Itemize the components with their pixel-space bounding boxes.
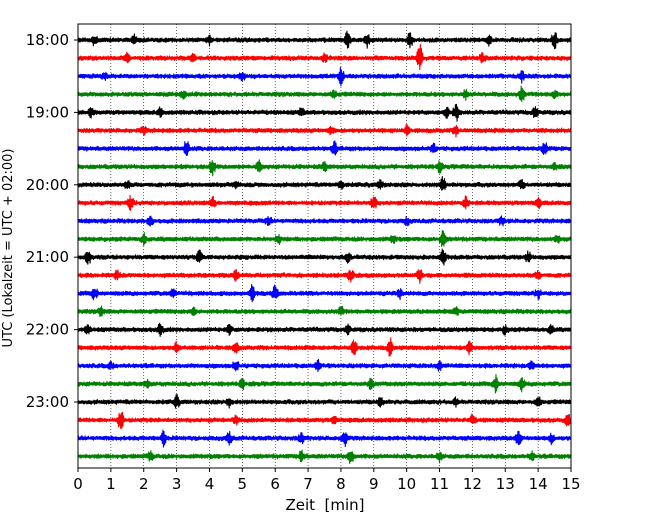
x-tick-label: 1: [106, 475, 116, 493]
x-tick-label: 12: [463, 475, 482, 493]
trace-line: [77, 215, 572, 227]
trace-line: [77, 175, 572, 191]
trace-line: [77, 449, 572, 465]
trace-line: [77, 85, 572, 102]
x-axis-label: Zeit [min]: [285, 496, 364, 514]
trace-line: [77, 66, 572, 87]
trace-line: [77, 248, 572, 266]
x-tick-label: 8: [336, 475, 346, 493]
x-tick-label: 13: [496, 475, 515, 493]
x-tick-label: 5: [238, 475, 248, 493]
x-tick-label: 0: [73, 475, 83, 493]
trace-line: [77, 103, 572, 122]
trace-line: [77, 322, 572, 337]
trace-line: [77, 393, 572, 409]
x-tick-label: 15: [561, 475, 580, 493]
trace-line: [77, 194, 572, 211]
trace-line: [77, 44, 572, 71]
trace-line: [77, 411, 572, 430]
trace-layer: [77, 30, 572, 465]
trace-line: [77, 140, 572, 156]
x-tick-label: 14: [529, 475, 548, 493]
y-axis-label: UTC (Lokalzeit = UTC + 02:00): [1, 149, 16, 348]
trace-line: [77, 283, 572, 303]
y-tick-label: 21:00: [26, 248, 69, 266]
trace-line: [77, 305, 572, 317]
x-tick-label: 11: [430, 475, 449, 493]
trace-line: [77, 358, 572, 373]
grid-layer: [110, 24, 539, 468]
y-tick-label: 19:00: [26, 103, 69, 121]
trace-line: [77, 124, 572, 138]
trace-line: [77, 373, 572, 394]
trace-line: [77, 30, 572, 50]
y-tick-label: 22:00: [26, 321, 69, 339]
trace-line: [77, 429, 572, 448]
x-tick-label: 7: [303, 475, 313, 493]
x-tick-label: 9: [369, 475, 379, 493]
x-axis: 0 1 2 3 4 5 6 7 8 9 10 11 12 13 14 15: [73, 468, 581, 493]
trace-line: [77, 269, 572, 284]
trace-line: [77, 159, 572, 177]
trace-line: [77, 230, 572, 248]
trace-line: [77, 337, 572, 357]
x-tick-label: 10: [397, 475, 416, 493]
x-tick-label: 2: [139, 475, 149, 493]
y-tick-label: 18:00: [26, 31, 69, 49]
x-tick-label: 6: [270, 475, 280, 493]
y-axis: 18:00 19:00 20:00 21:00 22:00 23:00: [26, 31, 78, 411]
plot-frame: [77, 23, 572, 469]
y-tick-label: 23:00: [26, 393, 69, 411]
y-tick-label: 20:00: [26, 176, 69, 194]
x-tick-label: 4: [205, 475, 215, 493]
x-tick-label: 3: [172, 475, 182, 493]
